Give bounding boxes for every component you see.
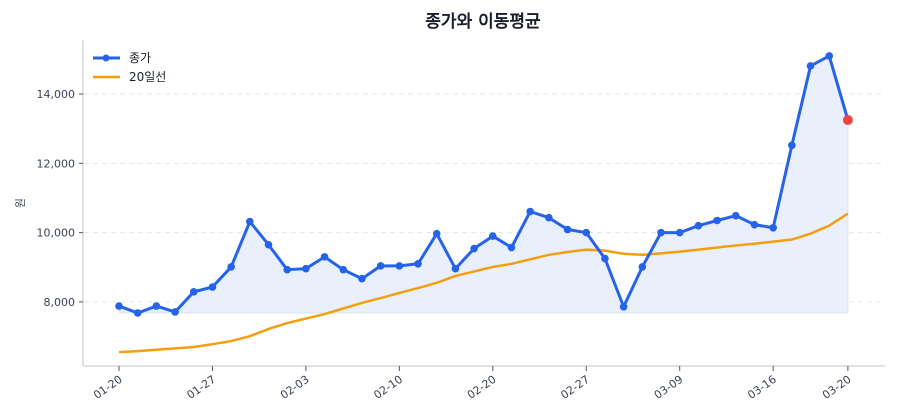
close-point xyxy=(825,52,834,60)
x-tick-label: 02-20 xyxy=(465,373,499,402)
close-point xyxy=(189,288,198,296)
close-point xyxy=(227,263,235,271)
y-tick-label: 14,000 xyxy=(37,88,76,101)
close-point xyxy=(358,274,366,283)
y-tick-label: 12,000 xyxy=(37,157,76,170)
y-axis-label: 원 xyxy=(14,198,27,208)
ma20-line xyxy=(118,212,849,354)
close-point xyxy=(414,260,422,268)
close-point xyxy=(320,253,329,261)
close-point xyxy=(115,302,123,310)
close-point xyxy=(731,211,740,220)
legend-ma20-label: 20일선 xyxy=(129,70,166,84)
close-point xyxy=(264,240,273,249)
legend: 종가 20일선 xyxy=(93,51,166,84)
close-point xyxy=(208,283,217,291)
close-point xyxy=(694,221,703,230)
chart-title: 종가와 이동평균 xyxy=(425,12,541,32)
x-tick-label: 01-27 xyxy=(185,373,219,402)
x-tick-label: 02-10 xyxy=(371,373,405,402)
x-tick-label: 03-16 xyxy=(745,373,779,402)
close-point xyxy=(788,141,796,150)
close-point xyxy=(675,228,684,237)
close-point xyxy=(563,225,572,234)
x-tick-label: 03-09 xyxy=(652,373,686,402)
x-tick-label: 02-27 xyxy=(558,373,592,402)
x-tick-label: 01-20 xyxy=(91,373,125,402)
close-point xyxy=(152,302,161,310)
close-point xyxy=(507,243,516,252)
close-point xyxy=(601,254,609,263)
close-point xyxy=(432,229,441,238)
close-point xyxy=(750,220,759,229)
close-point xyxy=(769,223,777,232)
close-point xyxy=(582,228,591,237)
close-point xyxy=(619,302,628,311)
close-point xyxy=(526,207,534,216)
y-tick-label: 10,000 xyxy=(37,227,76,240)
close-point xyxy=(545,213,553,222)
close-point xyxy=(470,244,478,253)
close-line xyxy=(118,54,850,315)
close-point xyxy=(171,308,179,316)
close-point xyxy=(246,217,254,226)
x-tick-label: 02-03 xyxy=(278,373,312,402)
close-point xyxy=(283,265,292,274)
close-point xyxy=(302,264,310,273)
close-point xyxy=(657,228,665,237)
legend-close-marker xyxy=(102,54,110,62)
close-point xyxy=(638,263,647,271)
last-close-point xyxy=(842,115,853,126)
close-point xyxy=(451,264,460,273)
close-point xyxy=(133,309,142,317)
close-point xyxy=(339,265,348,274)
legend-close-label: 종가 xyxy=(129,51,151,65)
close-point xyxy=(489,232,497,240)
close-point xyxy=(376,262,385,270)
x-tick-label: 03-20 xyxy=(820,373,854,402)
close-point xyxy=(395,262,404,270)
close-point xyxy=(713,216,721,225)
close-point xyxy=(806,62,815,70)
y-tick-label: 8,000 xyxy=(44,296,76,309)
